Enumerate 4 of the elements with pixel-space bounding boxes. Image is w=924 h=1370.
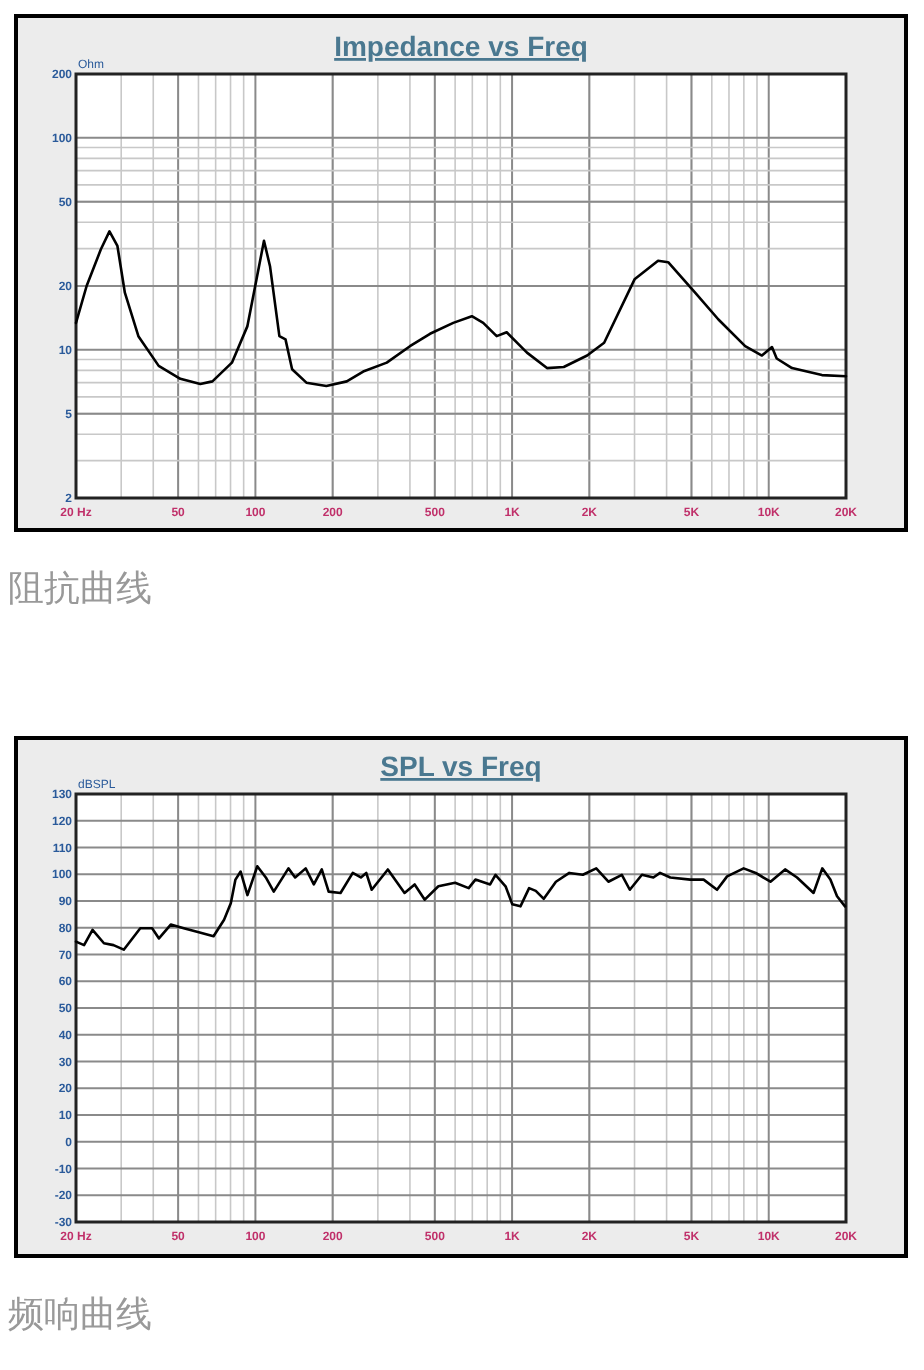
chart-title: SPL vs Freq [380, 750, 542, 782]
text: 频响曲线 [8, 1294, 152, 1334]
chart-title: Impedance vs Freq [334, 30, 588, 62]
text: 阻抗曲线 [8, 568, 152, 608]
